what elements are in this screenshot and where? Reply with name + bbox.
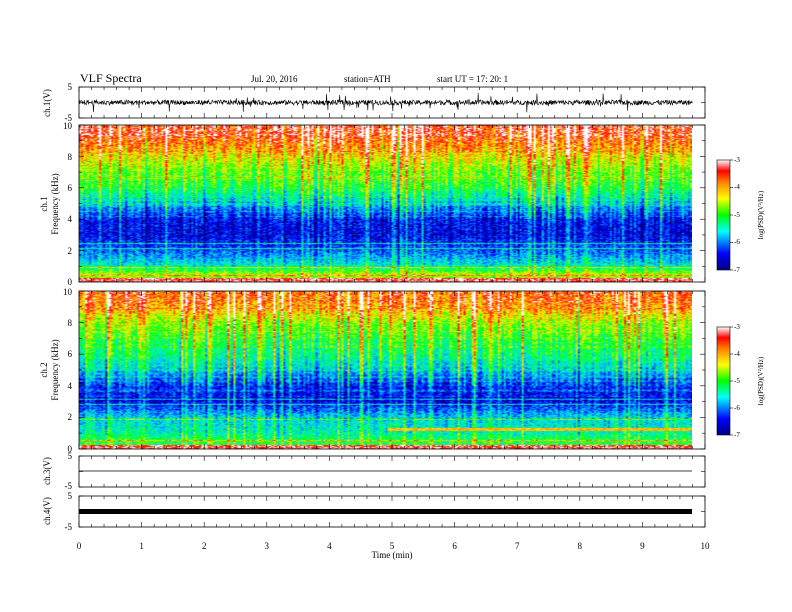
- x-tick-2: 2: [202, 541, 207, 551]
- cb2-tick-m7: -7: [734, 431, 740, 439]
- x-tick-4: 4: [327, 541, 332, 551]
- cb1-tick-m6: -6: [734, 238, 740, 246]
- x-tick-1: 1: [139, 541, 144, 551]
- cb1-tick-m7: -7: [734, 266, 740, 274]
- ch2-spec-tick-10: 10: [63, 287, 73, 297]
- ch3-wave-tick-top: 5: [68, 451, 73, 461]
- ch2-spec-tick-6: 6: [68, 349, 73, 359]
- ch2-spec-tick-4: 4: [68, 381, 73, 391]
- x-tick-6: 6: [452, 541, 457, 551]
- ch2-spectrogram-panel: ch.2 Frequency (kHz) 0 2 4 6 8 10: [39, 287, 706, 454]
- ch3-wave-ylabel: ch.3(V): [42, 457, 52, 485]
- cb1-tick-m3: -3: [734, 156, 740, 164]
- ch1-colorbar-gradient: [716, 159, 731, 271]
- ch1-wave-ylabel: ch.1(V): [42, 89, 52, 117]
- x-tick-9: 9: [640, 541, 645, 551]
- ch1-wave-tick-bottom: -5: [65, 113, 73, 123]
- start-ut-label: start UT = 17: 20: 1: [437, 74, 508, 84]
- x-tick-7: 7: [515, 541, 520, 551]
- x-tick-8: 8: [578, 541, 583, 551]
- ch1-spec-tick-0: 0: [68, 277, 73, 287]
- axis-ticks: [78, 86, 733, 528]
- date-label: Jul. 20, 2016: [251, 74, 298, 84]
- ch1-wave-tick-top: 5: [68, 82, 73, 92]
- ch2-spec-tick-2: 2: [68, 412, 73, 422]
- ch2-spec-tick-0: 0: [68, 444, 73, 454]
- ch1-spec-freq-label: Frequency (kHz): [50, 173, 60, 234]
- ch1-spectrogram-image: [79, 125, 692, 282]
- station-label: station=ATH: [344, 74, 391, 84]
- x-tick-0: 0: [77, 541, 82, 551]
- cb1-label: log(PSD)(V²/Hz): [757, 190, 765, 239]
- ch1-spectrogram-panel: ch.1 Frequency (kHz) 0 2 4 6 8 10: [39, 121, 706, 287]
- cb1-tick-m5: -5: [734, 211, 740, 219]
- ch2-colorbar-gradient: [716, 326, 731, 436]
- ch1-spec-tick-6: 6: [68, 183, 73, 193]
- x-tick-3: 3: [265, 541, 270, 551]
- ch4-wave-tick-top: 5: [68, 491, 73, 501]
- figure-title: VLF Spectra: [80, 71, 142, 85]
- ch1-spec-tick-8: 8: [68, 152, 73, 162]
- cb2-tick-m5: -5: [734, 377, 740, 385]
- ch2-spec-freq-label: Frequency (kHz): [50, 339, 60, 400]
- ch1-wave-trace: [78, 93, 693, 113]
- cb2-tick-m3: -3: [734, 323, 740, 331]
- ch4-wave-ylabel: ch.4(V): [42, 497, 52, 525]
- x-tick-10: 10: [701, 541, 711, 551]
- cb2-tick-m6: -6: [734, 404, 740, 412]
- ch1-spec-tick-4: 4: [68, 214, 73, 224]
- x-axis-label: Time (min): [372, 550, 413, 560]
- x-tick-5: 5: [390, 541, 395, 551]
- cb2-label: log(PSD)(V²/Hz): [757, 356, 765, 405]
- ch2-spec-tick-8: 8: [68, 318, 73, 328]
- cb1-tick-m4: -4: [734, 183, 740, 191]
- ch4-wave-trace: [79, 509, 692, 514]
- ch1-spec-tick-2: 2: [68, 246, 73, 256]
- ch1-colorbar: -3 -4 -5 -6 -7 log(PSD)(V²/Hz): [716, 156, 765, 274]
- ch4-wave-tick-bottom: -5: [65, 522, 73, 532]
- x-axis: 0 1 2 3 4 5 6 7 8 9 10 Time (min): [77, 541, 710, 560]
- ch3-wave-tick-bottom: -5: [65, 481, 73, 491]
- ch2-spectrogram-image: [79, 291, 692, 449]
- ch1-spec-tick-10: 10: [63, 121, 73, 131]
- ch1-spec-ch-label: ch.1: [39, 196, 49, 211]
- ch2-colorbar: -3 -4 -5 -6 -7 log(PSD)(V²/Hz): [716, 323, 765, 439]
- ch2-spec-ch-label: ch.2: [39, 362, 49, 377]
- cb2-tick-m4: -4: [734, 350, 740, 358]
